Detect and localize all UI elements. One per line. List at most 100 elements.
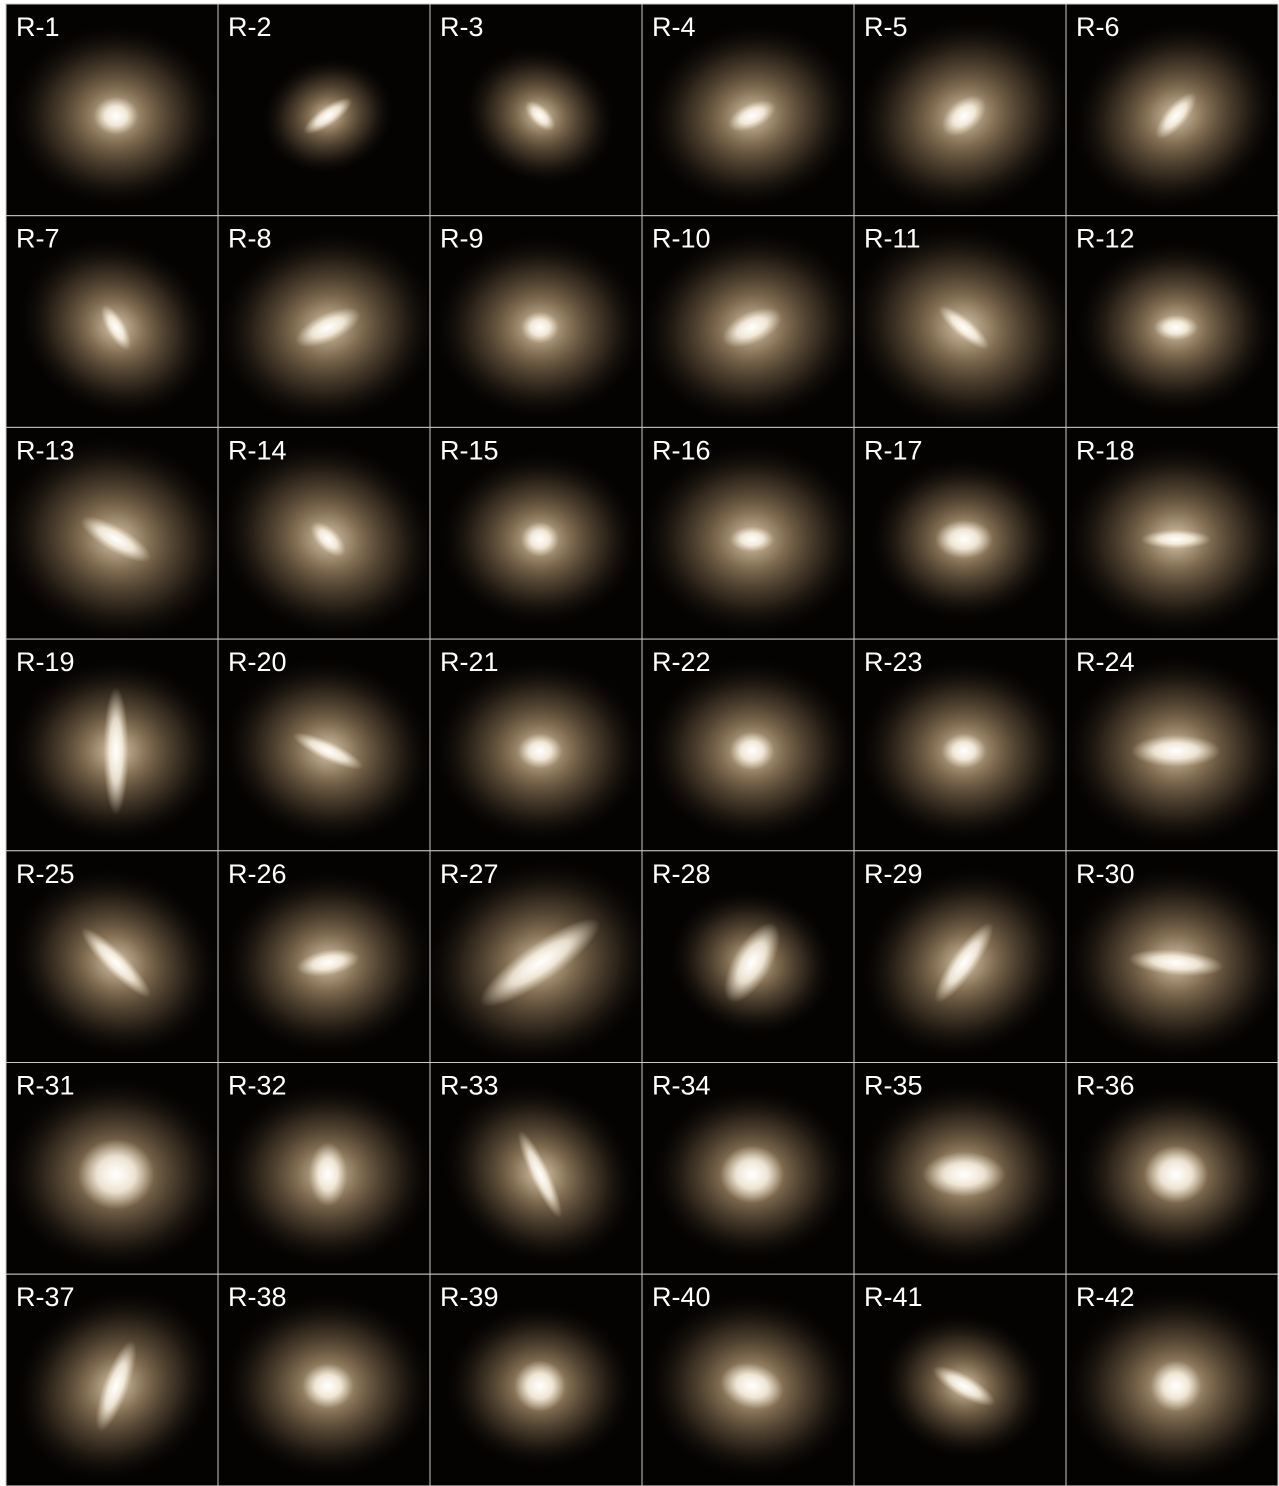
panel-label: R-7 bbox=[16, 224, 60, 254]
panel-label: R-25 bbox=[16, 859, 75, 889]
galaxy-image bbox=[1066, 850, 1278, 1063]
galaxy-core bbox=[81, 927, 151, 998]
panel-label: R-10 bbox=[652, 224, 711, 254]
panel-label: R-33 bbox=[440, 1071, 499, 1101]
galaxy-panel: R-33 bbox=[429, 1062, 643, 1275]
galaxy-panel: R-30 bbox=[1065, 850, 1279, 1063]
galaxy-image bbox=[854, 850, 1066, 1063]
galaxy-core bbox=[1153, 314, 1199, 341]
galaxy-core bbox=[100, 304, 132, 351]
galaxy-panel: R-14 bbox=[217, 426, 431, 640]
galaxy-panel: R-1 bbox=[5, 3, 219, 217]
galaxy-image bbox=[642, 427, 854, 640]
galaxy-image bbox=[430, 639, 642, 851]
galaxy-image bbox=[1066, 639, 1278, 851]
panel-label: R-14 bbox=[228, 435, 287, 465]
galaxy-panel: R-34 bbox=[641, 1062, 855, 1275]
panel-label: R-4 bbox=[652, 12, 696, 42]
galaxy-image bbox=[430, 215, 642, 428]
galaxy-image bbox=[6, 1062, 218, 1275]
panel-label: R-32 bbox=[228, 1071, 287, 1101]
galaxy-image bbox=[6, 4, 218, 216]
galaxy-image bbox=[854, 1274, 1066, 1486]
panel-label: R-37 bbox=[16, 1282, 75, 1312]
galaxy-panel: R-40 bbox=[641, 1273, 855, 1486]
panel-label: R-40 bbox=[652, 1282, 711, 1312]
panel-label: R-18 bbox=[1076, 435, 1135, 465]
galaxy-core bbox=[77, 1139, 155, 1210]
panel-label: R-5 bbox=[864, 12, 908, 42]
galaxy-image bbox=[854, 4, 1066, 216]
galaxy-core bbox=[520, 521, 560, 557]
galaxy-image bbox=[1066, 1274, 1278, 1486]
galaxy-core bbox=[295, 307, 361, 348]
galaxy-image bbox=[218, 215, 430, 428]
galaxy-image bbox=[642, 215, 854, 428]
panel-label: R-27 bbox=[440, 859, 499, 889]
galaxy-panel: R-7 bbox=[5, 215, 219, 428]
panel-label: R-41 bbox=[864, 1282, 923, 1312]
galaxy-image bbox=[430, 850, 642, 1063]
galaxy-core bbox=[520, 311, 560, 344]
panel-label: R-26 bbox=[228, 859, 287, 889]
galaxy-core bbox=[728, 99, 776, 132]
galaxy-image bbox=[430, 4, 642, 216]
galaxy-image bbox=[6, 1274, 218, 1486]
galaxy-core bbox=[1155, 92, 1197, 140]
panel-label: R-6 bbox=[1076, 12, 1120, 42]
galaxy-core bbox=[941, 95, 987, 137]
galaxy-panel: R-38 bbox=[217, 1273, 431, 1486]
galaxy-core bbox=[103, 686, 129, 815]
galaxy-image bbox=[854, 215, 1066, 428]
galaxy-core bbox=[302, 1363, 354, 1409]
galaxy-core bbox=[517, 1130, 563, 1219]
galaxy-panel: R-15 bbox=[429, 426, 643, 640]
galaxy-core bbox=[308, 1142, 348, 1207]
galaxy-image bbox=[642, 850, 854, 1063]
galaxy-panel: R-22 bbox=[641, 638, 855, 852]
galaxy-panel: R-8 bbox=[217, 215, 431, 428]
galaxy-panel: R-41 bbox=[853, 1273, 1067, 1486]
galaxy-panel: R-18 bbox=[1065, 426, 1279, 640]
galaxy-core bbox=[303, 97, 353, 135]
galaxy-panel: R-37 bbox=[5, 1273, 219, 1486]
galaxy-image bbox=[6, 215, 218, 428]
panel-label: R-38 bbox=[228, 1282, 287, 1312]
galaxy-panel: R-12 bbox=[1065, 215, 1279, 428]
galaxy-panel: R-19 bbox=[5, 638, 219, 852]
galaxy-panel: R-5 bbox=[853, 3, 1067, 217]
panel-label: R-34 bbox=[652, 1071, 711, 1101]
galaxy-core bbox=[933, 1365, 995, 1407]
galaxy-image bbox=[6, 427, 218, 640]
galaxy-panel: R-10 bbox=[641, 215, 855, 428]
panel-label: R-39 bbox=[440, 1282, 499, 1312]
galaxy-core bbox=[480, 918, 600, 1007]
galaxy-core bbox=[729, 526, 775, 553]
galaxy-panel: R-29 bbox=[853, 850, 1067, 1063]
galaxy-core bbox=[941, 733, 987, 769]
panel-label: R-31 bbox=[16, 1071, 75, 1101]
galaxy-image bbox=[430, 427, 642, 640]
galaxy-core bbox=[93, 96, 139, 136]
galaxy-panel: R-28 bbox=[641, 850, 855, 1063]
galaxy-core bbox=[1150, 1360, 1202, 1412]
panel-label: R-9 bbox=[440, 224, 484, 254]
galaxy-panel: R-32 bbox=[217, 1062, 431, 1275]
panel-label: R-16 bbox=[652, 435, 711, 465]
galaxy-image bbox=[430, 1274, 642, 1486]
galaxy-core bbox=[935, 520, 993, 559]
galaxy-image bbox=[1066, 1062, 1278, 1275]
galaxy-image bbox=[1066, 427, 1278, 640]
galaxy-core bbox=[1144, 1145, 1208, 1204]
panel-label: R-1 bbox=[16, 12, 60, 42]
panel-label: R-17 bbox=[864, 435, 923, 465]
galaxy-panel: R-26 bbox=[217, 850, 431, 1063]
galaxy-core bbox=[722, 307, 782, 348]
panel-label: R-29 bbox=[864, 859, 923, 889]
galaxy-core bbox=[720, 1145, 784, 1204]
galaxy-image bbox=[854, 639, 1066, 851]
galaxy-image bbox=[218, 1274, 430, 1486]
galaxy-panel: R-36 bbox=[1065, 1062, 1279, 1275]
galaxy-image bbox=[642, 1274, 854, 1486]
